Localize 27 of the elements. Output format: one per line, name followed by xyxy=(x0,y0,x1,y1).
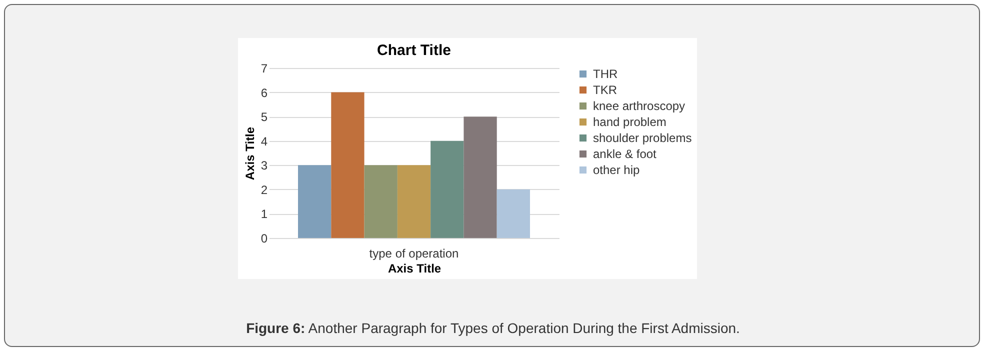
caption: Figure 6: Another Paragraph for Types of Operation During the First Admission. xyxy=(245,320,741,336)
bar xyxy=(430,140,464,238)
bar xyxy=(496,189,530,238)
y-tick-label: 4 xyxy=(260,134,268,148)
legend-label: THR xyxy=(593,67,618,81)
y-tick-label: 7 xyxy=(260,62,268,76)
legend-label: other hip xyxy=(593,163,640,177)
y-tick-label: 2 xyxy=(260,182,268,197)
y-tick-label: 5 xyxy=(260,110,268,124)
legend-label: TKR xyxy=(593,83,618,97)
legend-label: hand problem xyxy=(593,115,666,129)
chart-title: Chart Title xyxy=(377,42,451,59)
x-axis-title: Axis Title xyxy=(388,262,442,276)
legend-label: knee arthroscopy xyxy=(593,99,686,113)
bar xyxy=(331,92,364,238)
bar xyxy=(298,165,332,238)
y-tick-label: 6 xyxy=(260,86,268,100)
bar xyxy=(397,165,431,238)
legend-label: shoulder problems xyxy=(593,131,692,145)
x-tick-label: type of operation xyxy=(369,246,459,260)
y-tick-label: 1 xyxy=(260,207,268,222)
bar xyxy=(464,116,497,238)
y-tick-label: 0 xyxy=(260,232,268,246)
y-axis-title: Axis Title xyxy=(242,126,257,180)
legend-label: ankle & foot xyxy=(593,147,658,161)
y-tick-label: 3 xyxy=(260,158,268,173)
bar xyxy=(364,165,398,238)
